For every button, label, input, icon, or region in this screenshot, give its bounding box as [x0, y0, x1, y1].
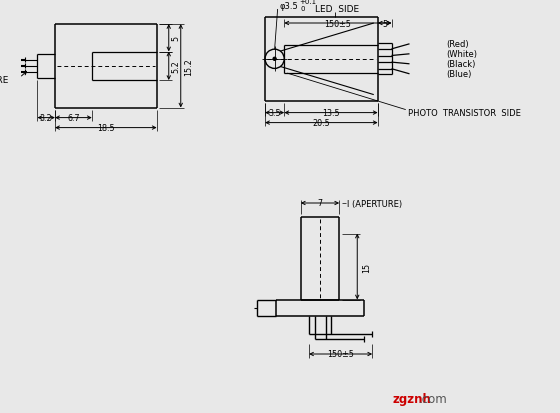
Text: zgznh: zgznh [392, 392, 431, 406]
Text: 15: 15 [362, 262, 371, 272]
Text: 20.5: 20.5 [312, 119, 330, 128]
Text: 7: 7 [318, 199, 323, 208]
Text: φ3.5: φ3.5 [279, 2, 298, 10]
Text: 6.7: 6.7 [67, 114, 80, 123]
Text: (Red): (Red) [446, 40, 469, 49]
Text: (White): (White) [446, 50, 478, 59]
Text: 13.5: 13.5 [322, 109, 340, 118]
Text: 5: 5 [382, 19, 387, 28]
Text: 150±5: 150±5 [324, 19, 351, 28]
Text: PHOTO  TRANSISTOR  SIDE: PHOTO TRANSISTOR SIDE [408, 109, 521, 118]
Text: 150±5: 150±5 [327, 350, 354, 358]
Text: 5: 5 [171, 36, 180, 41]
Text: (Black): (Black) [446, 60, 476, 69]
Text: 0: 0 [301, 6, 305, 12]
Text: WIRE: WIRE [0, 76, 10, 85]
Text: +0.1: +0.1 [300, 0, 317, 5]
Text: 15.2: 15.2 [184, 58, 193, 76]
Text: LED  SIDE: LED SIDE [315, 5, 359, 14]
Circle shape [273, 58, 276, 61]
Text: 3.2: 3.2 [40, 114, 53, 123]
Text: (Blue): (Blue) [446, 70, 472, 79]
Text: l (APERTURE): l (APERTURE) [347, 199, 403, 208]
Text: 5.2: 5.2 [171, 60, 180, 73]
Text: 3.5: 3.5 [268, 109, 281, 118]
Text: 18.5: 18.5 [97, 124, 115, 133]
Text: .com: .com [419, 392, 448, 406]
